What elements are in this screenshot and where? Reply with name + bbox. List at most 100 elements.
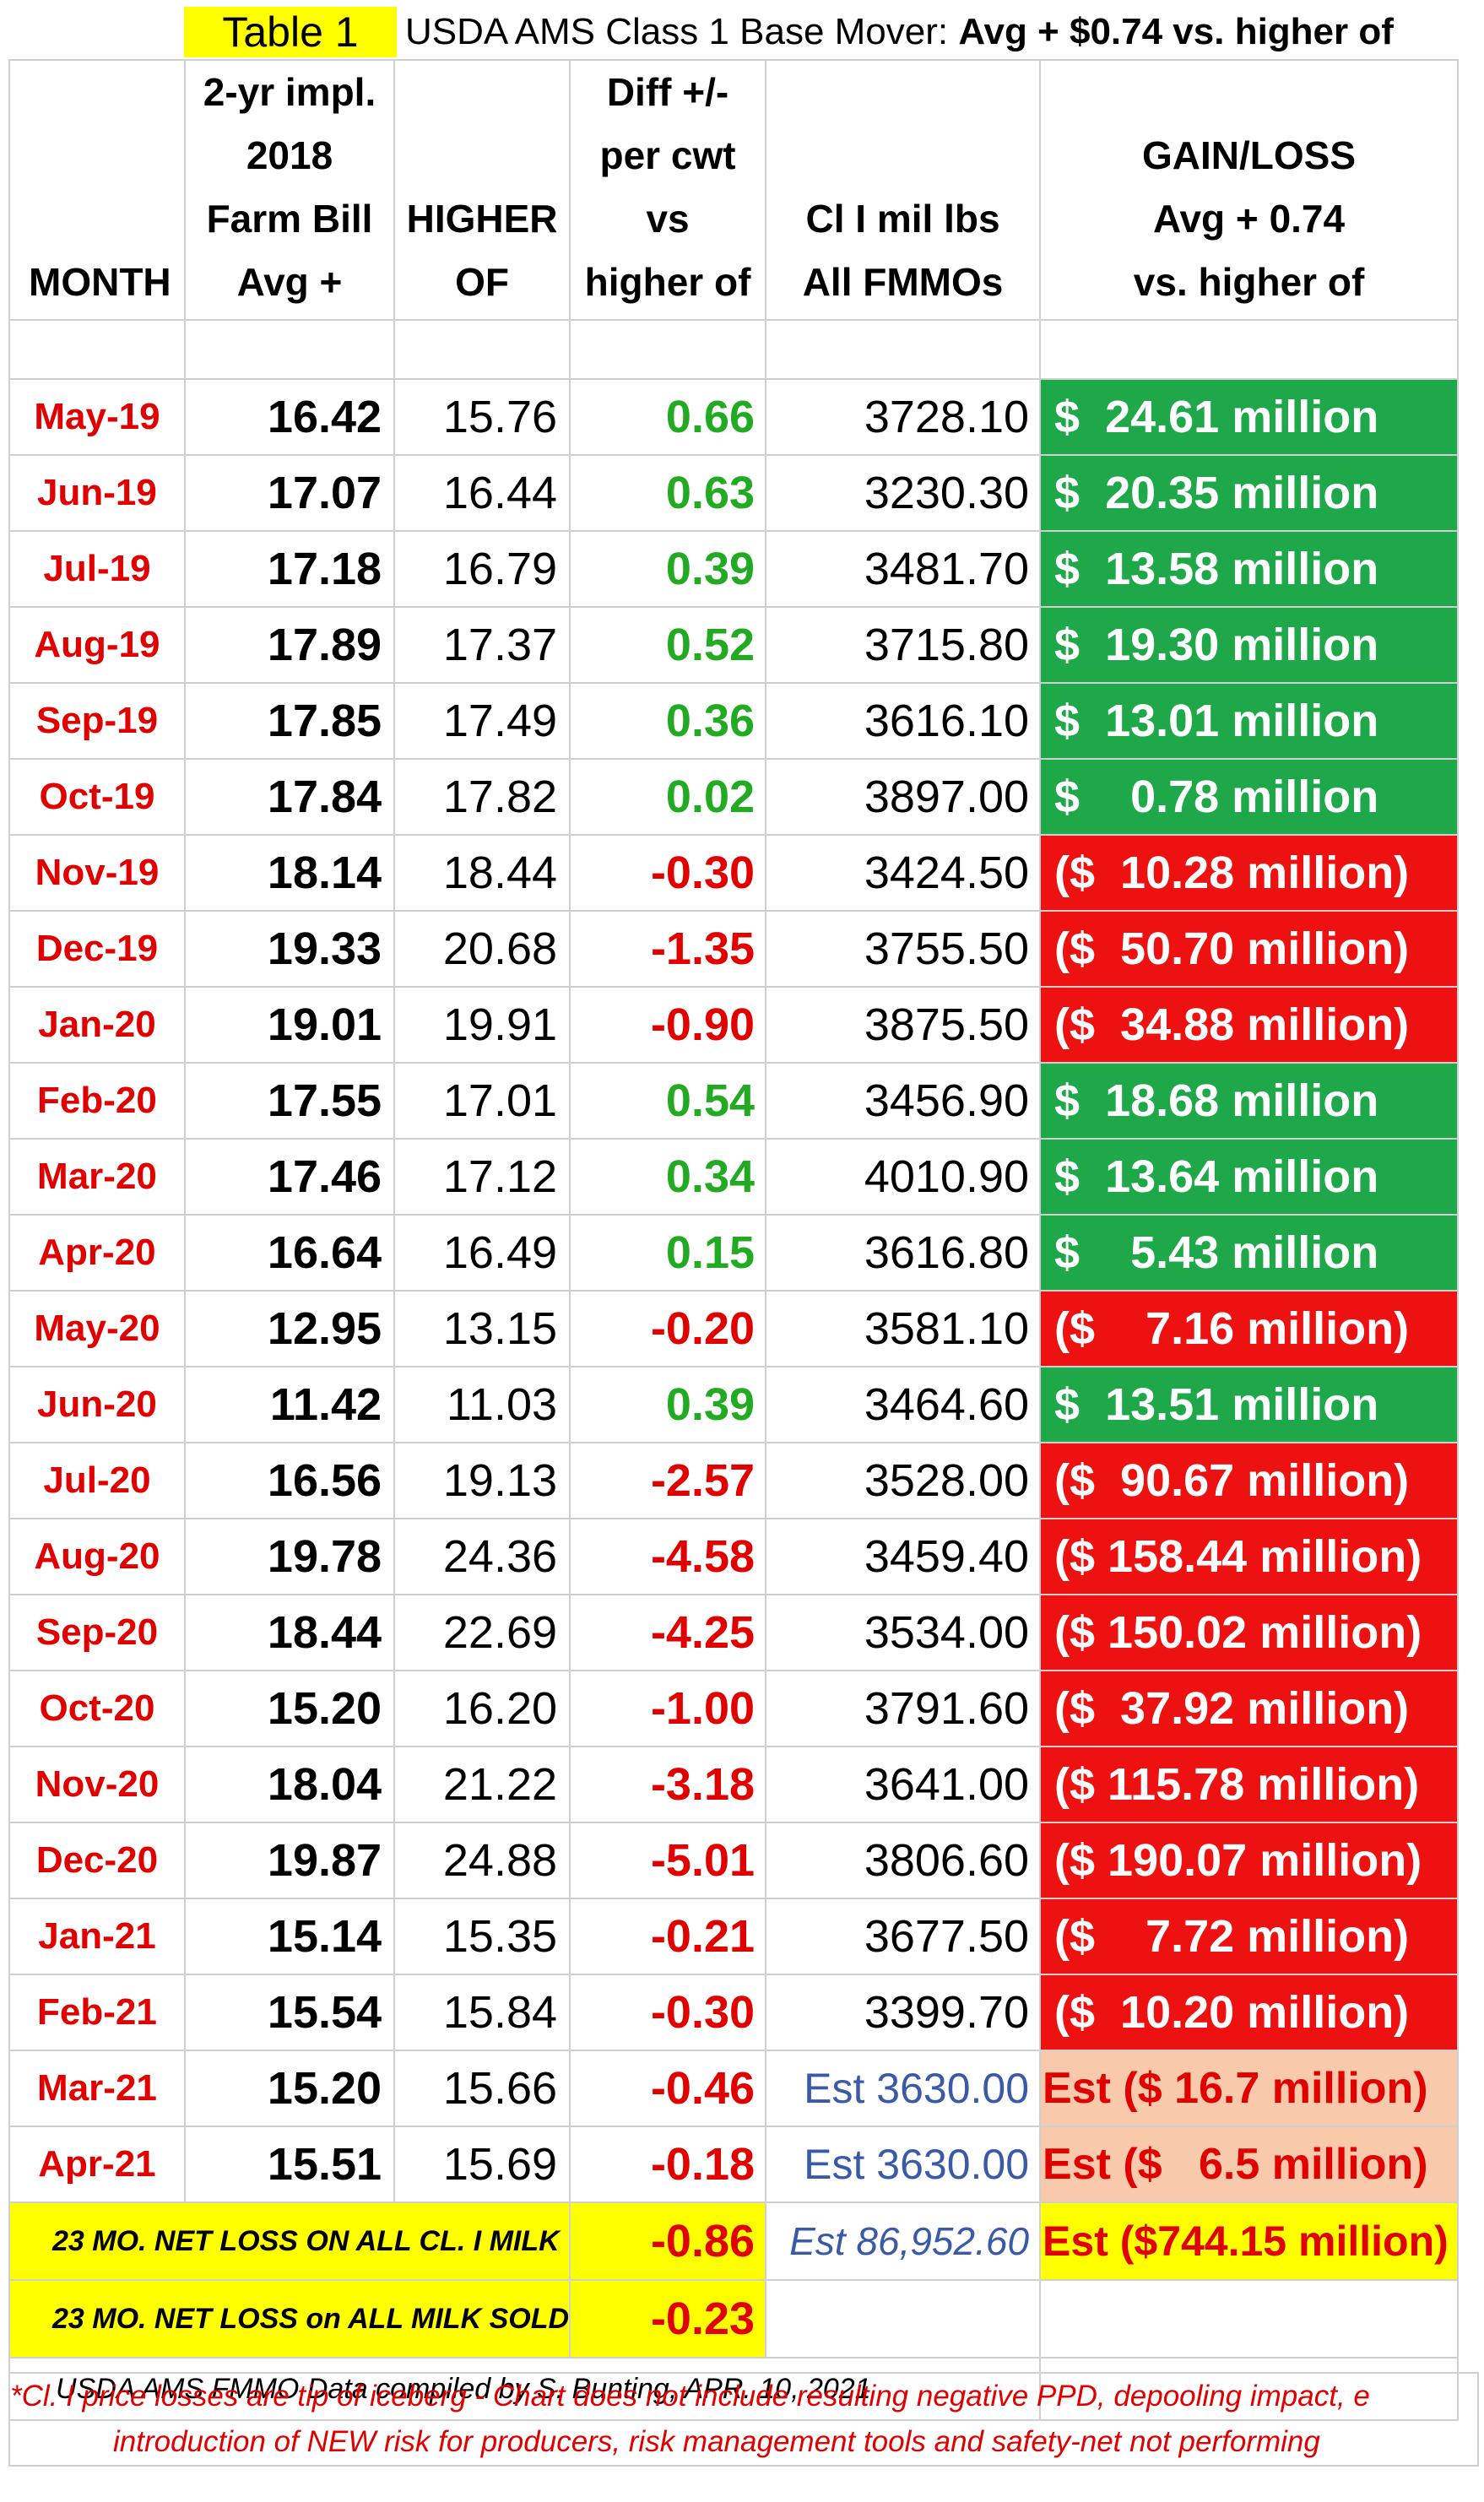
diff-cell: -5.01 [569,1822,767,1899]
gain-loss-cell: $ 13.01 million [1039,682,1460,760]
gain-loss-cell: $ 13.51 million [1039,1366,1460,1443]
avg-cell: 19.87 [183,1822,396,1899]
table-row: Feb-21 15.54 15.84 -0.30 3399.70 ($ 10.20 mil… [8,1974,1460,2051]
diff-cell: -0.30 [569,1974,767,2051]
diff-cell: -0.21 [569,1898,767,1975]
month-cell: Mar-20 [8,1138,186,1216]
source-row: USDA AMS FMMO Data compiled by S. Buntin… [8,2357,1460,2421]
diff-cell: 0.54 [569,1062,767,1140]
diff-cell: -1.35 [569,910,767,988]
month-cell: Apr-20 [8,1214,186,1292]
month-cell: Dec-19 [8,910,186,988]
total-row-allmilk: 23 MO. NET LOSS on ALL MILK SOLD -0.23 [8,2279,1460,2358]
class1-lbs-cell: 3230.30 [765,454,1042,532]
footnote-line-2: introduction of NEW risk for producers, … [113,2425,1320,2458]
class1-lbs-cell: 3641.00 [765,1746,1042,1823]
footnote: *Cl. I price losses are tip of iceberg -… [8,2372,1479,2467]
month-cell: Mar-21 [8,2050,186,2127]
gain-loss-cell: ($ 10.28 million) [1039,834,1460,912]
total-class1-label: 23 MO. NET LOSS ON ALL CL. I MILK [8,2201,571,2281]
class1-lbs-cell: 3616.80 [765,1214,1042,1292]
header-diff: Diff +/- per cwt vs higher of [569,59,767,321]
higher-of-cell: 24.88 [393,1822,571,1899]
avg-cell: 17.55 [183,1062,396,1140]
avg-cell: 15.54 [183,1974,396,2051]
data-table: MONTH 2-yr impl. 2018 Farm Bill Avg + HIGHE… [8,59,1460,2421]
higher-of-cell: 17.01 [393,1062,571,1140]
footnote-line-1: *Cl. I price losses are tip of iceberg -… [10,2380,1370,2413]
avg-cell: 19.78 [183,1518,396,1595]
higher-of-cell: 16.79 [393,530,571,608]
total-allmilk-label: 23 MO. NET LOSS on ALL MILK SOLD [8,2279,571,2358]
table-row: Apr-21 15.51 15.69 -0.18 Est 3630.00 Est ($ 6… [8,2126,1460,2203]
month-cell: Dec-20 [8,1822,186,1899]
avg-cell: 17.85 [183,682,396,760]
month-cell: Feb-20 [8,1062,186,1140]
gain-loss-cell: ($ 50.70 million) [1039,910,1460,988]
table-row: Feb-20 17.55 17.01 0.54 3456.90 $ 18.68 milli… [8,1062,1460,1140]
table-title-bold: Avg + $0.74 vs. higher of [958,11,1394,52]
higher-of-cell: 15.84 [393,1974,571,2051]
diff-cell: 0.34 [569,1138,767,1216]
class1-lbs-cell: 3481.70 [765,530,1042,608]
total-row-class1: 23 MO. NET LOSS ON ALL CL. I MILK -0.86 … [8,2201,1460,2281]
class1-lbs-cell: 3424.50 [765,834,1042,912]
gain-loss-cell: ($ 90.67 million) [1039,1442,1460,1519]
table-row: Dec-20 19.87 24.88 -5.01 3806.60 ($ 190.07 mi… [8,1822,1460,1899]
class1-lbs-cell: 3464.60 [765,1366,1042,1443]
table-row: Jul-19 17.18 16.79 0.39 3481.70 $ 13.58 milli… [8,530,1460,608]
total-allmilk-diff: -0.23 [569,2279,767,2358]
avg-cell: 19.01 [183,986,396,1064]
month-cell: Jun-19 [8,454,186,532]
diff-cell: -0.30 [569,834,767,912]
gain-loss-cell: ($ 10.20 million) [1039,1974,1460,2051]
month-cell: Jul-20 [8,1442,186,1519]
header-row: MONTH 2-yr impl. 2018 Farm Bill Avg + HIGHE… [8,59,1460,321]
higher-of-cell: 21.22 [393,1746,571,1823]
month-cell: Jul-19 [8,530,186,608]
higher-of-cell: 15.69 [393,2126,571,2203]
total-class1-diff: -0.86 [569,2201,767,2281]
table-row: Apr-20 16.64 16.49 0.15 3616.80 $ 5.43 millio… [8,1214,1460,1292]
table-row: Jun-20 11.42 11.03 0.39 3464.60 $ 13.51 milli… [8,1366,1460,1443]
month-cell: Oct-19 [8,758,186,836]
higher-of-cell: 16.44 [393,454,571,532]
class1-lbs-cell: 3534.00 [765,1594,1042,1671]
gain-loss-cell: $ 24.61 million [1039,378,1460,456]
class1-lbs-cell: 3791.60 [765,1670,1042,1747]
higher-of-cell: 19.91 [393,986,571,1064]
higher-of-cell: 11.03 [393,1366,571,1443]
diff-cell: -3.18 [569,1746,767,1823]
table-row: Jan-21 15.14 15.35 -0.21 3677.50 ($ 7.72 mill… [8,1898,1460,1975]
table-row: May-20 12.95 13.15 -0.20 3581.10 ($ 7.16 mill… [8,1290,1460,1367]
avg-cell: 17.46 [183,1138,396,1216]
total-class1-gain: Est ($744.15 million) [1039,2201,1460,2281]
gain-loss-cell: ($ 7.16 million) [1039,1290,1460,1367]
higher-of-cell: 13.15 [393,1290,571,1367]
avg-cell: 16.42 [183,378,396,456]
header-avg: 2-yr impl. 2018 Farm Bill Avg + [183,59,396,321]
avg-cell: 17.89 [183,606,396,684]
month-cell: Oct-20 [8,1670,186,1747]
avg-cell: 18.04 [183,1746,396,1823]
table-row: Jul-20 16.56 19.13 -2.57 3528.00 ($ 90.67 mil… [8,1442,1460,1519]
month-cell: May-20 [8,1290,186,1367]
diff-cell: 0.15 [569,1214,767,1292]
month-cell: Jan-21 [8,1898,186,1975]
higher-of-cell: 15.35 [393,1898,571,1975]
table-row: Sep-20 18.44 22.69 -4.25 3534.00 ($ 150.02 mi… [8,1594,1460,1671]
class1-lbs-cell: Est 3630.00 [765,2126,1042,2203]
table-row: Nov-19 18.14 18.44 -0.30 3424.50 ($ 10.28 mil… [8,834,1460,912]
diff-cell: -2.57 [569,1442,767,1519]
class1-lbs-cell: 3715.80 [765,606,1042,684]
avg-cell: 15.51 [183,2126,396,2203]
avg-cell: 18.14 [183,834,396,912]
month-cell: Aug-20 [8,1518,186,1595]
class1-lbs-cell: 3897.00 [765,758,1042,836]
table-row: Aug-19 17.89 17.37 0.52 3715.80 $ 19.30 milli… [8,606,1460,684]
gain-loss-cell: $ 5.43 million [1039,1214,1460,1292]
table-row: Nov-20 18.04 21.22 -3.18 3641.00 ($ 115.78 mi… [8,1746,1460,1823]
class1-lbs-cell: 3616.10 [765,682,1042,760]
table-row: Aug-20 19.78 24.36 -4.58 3459.40 ($ 158.44 mi… [8,1518,1460,1595]
